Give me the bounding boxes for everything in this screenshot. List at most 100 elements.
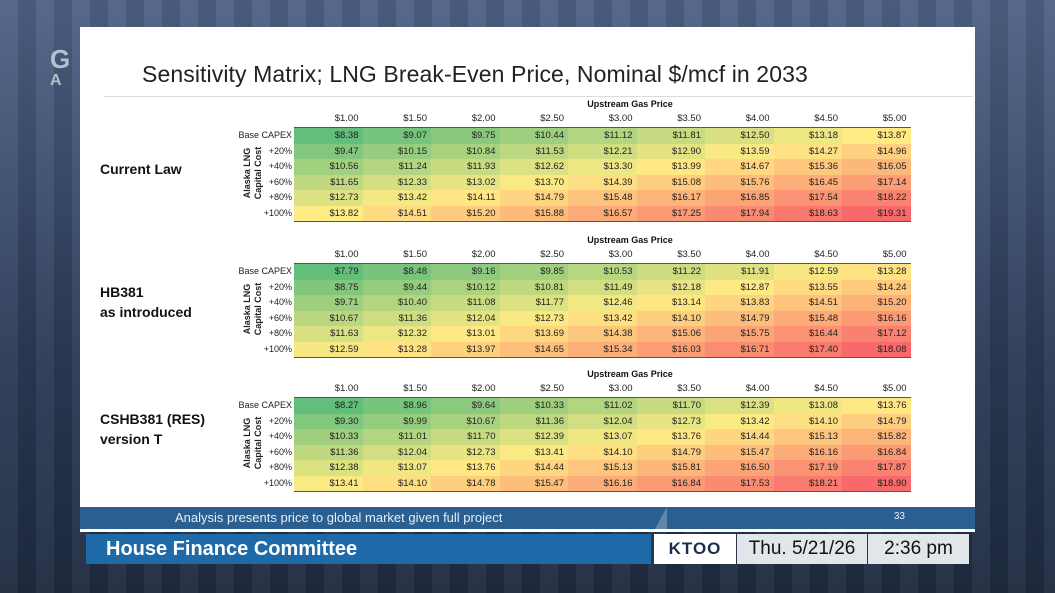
column-header: $4.00 [745, 383, 770, 394]
section-label-line: as introduced [100, 304, 192, 320]
matrix-cell: $12.73 [636, 413, 705, 429]
matrix-cell: $15.08 [636, 174, 705, 190]
matrix-cell: $11.12 [568, 128, 637, 144]
matrix-cell: $13.42 [362, 190, 431, 206]
matrix-cell: $14.67 [705, 159, 774, 175]
matrix-cell: $14.78 [431, 475, 500, 491]
section-label: Current Law [100, 159, 182, 179]
row-label: +60% [268, 176, 292, 187]
matrix-cell: $16.71 [705, 341, 774, 357]
matrix-cell: $14.24 [842, 279, 911, 295]
matrix-cell: $14.44 [705, 429, 774, 445]
section-label: CSHB381 (RES) version T [100, 409, 205, 449]
footer-text: Analysis presents price to global market… [175, 510, 503, 525]
matrix-cell: $17.25 [636, 205, 705, 221]
matrix-cell: $10.67 [294, 310, 363, 326]
matrix-cell: $14.10 [636, 310, 705, 326]
matrix-cell: $15.81 [636, 460, 705, 476]
row-label: Base CAPEX [238, 400, 292, 410]
matrix-cell: $11.65 [294, 174, 363, 190]
matrix-cell: $10.84 [431, 143, 500, 159]
matrix-cell: $9.75 [431, 128, 500, 144]
matrix-cell: $9.85 [499, 264, 568, 280]
matrix-cell: $16.16 [773, 444, 842, 460]
broadcast-time: 2:36 pm [868, 534, 969, 564]
row-label: +20% [268, 281, 292, 292]
matrix-cell: $11.91 [705, 264, 774, 280]
matrix-cell: $14.10 [773, 413, 842, 429]
matrix-cell: $16.44 [773, 326, 842, 342]
matrix-cell: $18.08 [842, 341, 911, 357]
matrix-cell: $16.16 [842, 310, 911, 326]
matrix-cell: $13.55 [773, 279, 842, 295]
matrix-cell: $13.18 [773, 128, 842, 144]
matrix-cell: $14.79 [705, 310, 774, 326]
matrix-cell: $17.53 [705, 475, 774, 491]
matrix-cell: $13.42 [705, 413, 774, 429]
matrix-cell: $14.51 [362, 205, 431, 221]
presentation-slide: Sensitivity Matrix; LNG Break-Even Price… [80, 27, 975, 532]
column-header: $1.00 [334, 113, 359, 124]
matrix-cell: $17.40 [773, 341, 842, 357]
column-header: $4.50 [814, 113, 838, 124]
matrix-cell: $12.32 [362, 326, 431, 342]
matrix-cell: $10.33 [294, 429, 363, 445]
matrix-cell: $14.79 [842, 413, 911, 429]
row-label: +100% [263, 477, 292, 488]
row-label: Base CAPEX [238, 266, 292, 276]
matrix-cell: $17.87 [842, 460, 911, 476]
column-header: $3.00 [608, 249, 633, 260]
row-label: +40% [268, 161, 292, 171]
matrix-cell: $14.38 [568, 326, 637, 342]
matrix-cell: $9.47 [294, 143, 363, 159]
matrix-cell: $14.39 [568, 174, 637, 190]
upstream-gas-price-label: Upstream Gas Price [587, 235, 673, 245]
row-label: +60% [268, 446, 292, 457]
matrix-cell: $14.65 [499, 341, 568, 357]
broadcast-lower-third: House Finance Committee KTOO Thu. 5/21/2… [86, 534, 969, 564]
matrix-cell: $7.79 [294, 264, 363, 280]
column-header: $4.50 [814, 249, 838, 260]
matrix-cell: $15.06 [636, 326, 705, 342]
matrix-cell: $12.04 [431, 310, 500, 326]
column-header: $1.50 [403, 383, 427, 394]
matrix-cell: $16.03 [636, 341, 705, 357]
matrix-cell: $9.07 [362, 128, 431, 144]
matrix-cell: $15.75 [705, 326, 774, 342]
column-header: $3.50 [677, 383, 701, 394]
matrix-cell: $16.16 [568, 475, 637, 491]
matrix-cell: $11.63 [294, 326, 363, 342]
column-header: $4.00 [745, 113, 770, 124]
matrix-cell: $17.54 [773, 190, 842, 206]
matrix-cell: $12.18 [636, 279, 705, 295]
slide-footer-bar: Analysis presents price to global market… [80, 507, 975, 529]
station-logo: KTOO [654, 534, 736, 564]
matrix-cell: $12.50 [705, 128, 774, 144]
matrix-cell: $10.44 [499, 128, 568, 144]
upstream-gas-price-label: Upstream Gas Price [587, 369, 673, 379]
matrix-cell: $13.97 [431, 341, 500, 357]
column-header: $5.00 [882, 113, 907, 124]
matrix-cell: $10.12 [431, 279, 500, 295]
matrix-cell: $8.48 [362, 264, 431, 280]
matrix-cell: $11.36 [294, 444, 363, 460]
matrix-cell: $15.13 [773, 429, 842, 445]
matrix-cell: $13.69 [499, 326, 568, 342]
matrix-cell: $13.30 [568, 159, 637, 175]
matrix-cell: $13.99 [636, 159, 705, 175]
matrix-cell: $12.62 [499, 159, 568, 175]
matrix-cell: $15.48 [568, 190, 637, 206]
matrix-cell: $12.33 [362, 174, 431, 190]
matrix-cell: $13.82 [294, 205, 363, 221]
matrix-cell: $11.70 [636, 398, 705, 414]
matrix-cell: $16.84 [842, 444, 911, 460]
column-header: $1.00 [334, 249, 359, 260]
matrix-cell: $14.51 [773, 295, 842, 311]
matrix-cell: $15.34 [568, 341, 637, 357]
matrix-cell: $11.81 [636, 128, 705, 144]
matrix-cell: $16.84 [636, 475, 705, 491]
row-label: +80% [268, 328, 292, 338]
matrix-cell: $12.59 [294, 341, 363, 357]
matrix-cell: $13.07 [362, 460, 431, 476]
section-label-line: HB381 [100, 284, 144, 300]
